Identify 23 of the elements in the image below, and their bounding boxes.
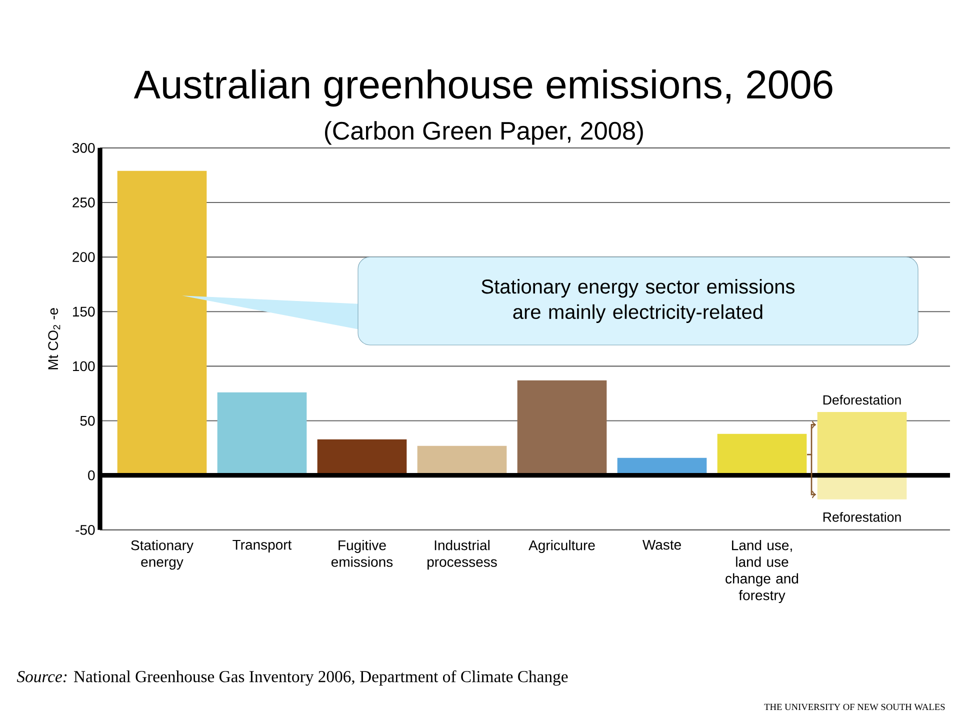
y-tick-label: -50 [76,524,95,535]
y-tick-label: 300 [72,142,95,153]
text: THE UNIVERSITY OF NEW SOUTH WALES [764,704,945,710]
x-tick-label: Fugitive emissions [331,540,393,567]
y-axis-title: Mt CO$_{2}$ -e [48,308,60,370]
y-tick-label: 150 [73,306,95,317]
annotation: Deforestation [823,394,901,405]
chart-subtitle: (Carbon Green Paper, 2008) [325,121,643,145]
x-tick-label: Stationary energy [131,540,194,570]
x-tick-label: Agriculture [528,540,595,554]
x-tick-label: Transport [232,540,292,552]
x-tick-label: Industrial processess [428,540,497,570]
y-tick-label: 250 [72,198,95,208]
y-tick-label: 50 [80,416,95,426]
annotation: Stationary energy sector emissions are mainly electricity-related [482,279,794,323]
text: Source: National Greenhouse Gas Inventory 2006, Department of Climate Change [16,670,568,686]
y-tick-label: 200 [72,252,95,262]
x-tick-label: Waste [642,540,681,550]
annotation: Reforestation [823,512,901,522]
x-tick-label: Land use, land use change and forestry [726,540,798,604]
y-tick-label: 0 [88,470,95,480]
chart-title: Australian greenhouse emissions, 2006 [134,69,832,107]
y-tick-label: 100 [73,361,95,372]
